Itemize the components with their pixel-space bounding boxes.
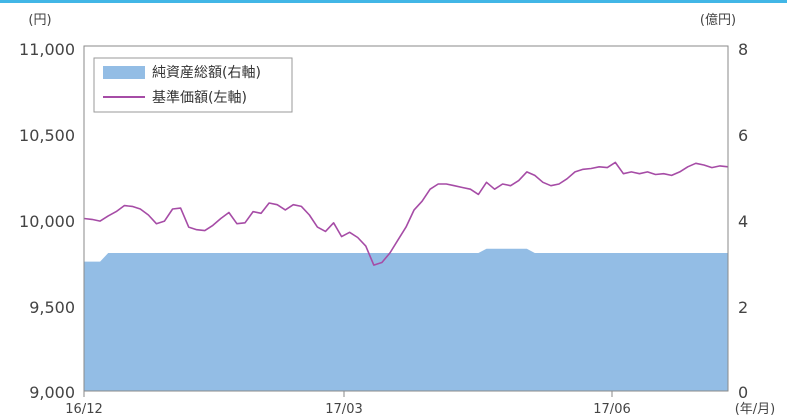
left-tick-label: 10,500	[19, 126, 75, 145]
left-axis-ticks: 11,000 10,500 10,000 9,500 9,000	[19, 40, 75, 402]
legend-swatch-area	[103, 66, 145, 79]
right-tick-label: 4	[738, 212, 748, 231]
left-axis-unit: (円)	[28, 13, 51, 28]
right-tick-label: 2	[738, 298, 748, 317]
series-area-net-assets	[84, 248, 728, 391]
x-axis-unit: (年/月)	[735, 402, 776, 417]
plot-frame	[83, 45, 729, 392]
legend-label: 基準価額(左軸)	[152, 89, 247, 106]
x-tick-label: 16/12	[65, 402, 102, 417]
right-tick-label: 6	[738, 126, 748, 145]
right-tick-label: 8	[738, 40, 748, 59]
legend: 純資産総額(右軸) 基準価額(左軸)	[93, 57, 293, 113]
x-tick-label: 17/03	[325, 402, 362, 417]
left-tick-label: 11,000	[19, 40, 75, 59]
right-axis-unit: (億円)	[700, 12, 736, 28]
right-tick-label: 0	[738, 383, 748, 402]
plot-area	[83, 161, 729, 391]
left-tick-label: 10,000	[19, 212, 75, 231]
left-tick-label: 9,000	[29, 383, 75, 402]
x-tick-label: 17/06	[593, 402, 630, 417]
legend-label: 純資産総額(右軸)	[152, 65, 261, 81]
right-axis-ticks: 8 6 4 2 0	[738, 40, 748, 402]
series-line-nav	[83, 161, 729, 266]
left-tick-label: 9,500	[29, 298, 75, 317]
top-accent-line	[0, 0, 787, 3]
